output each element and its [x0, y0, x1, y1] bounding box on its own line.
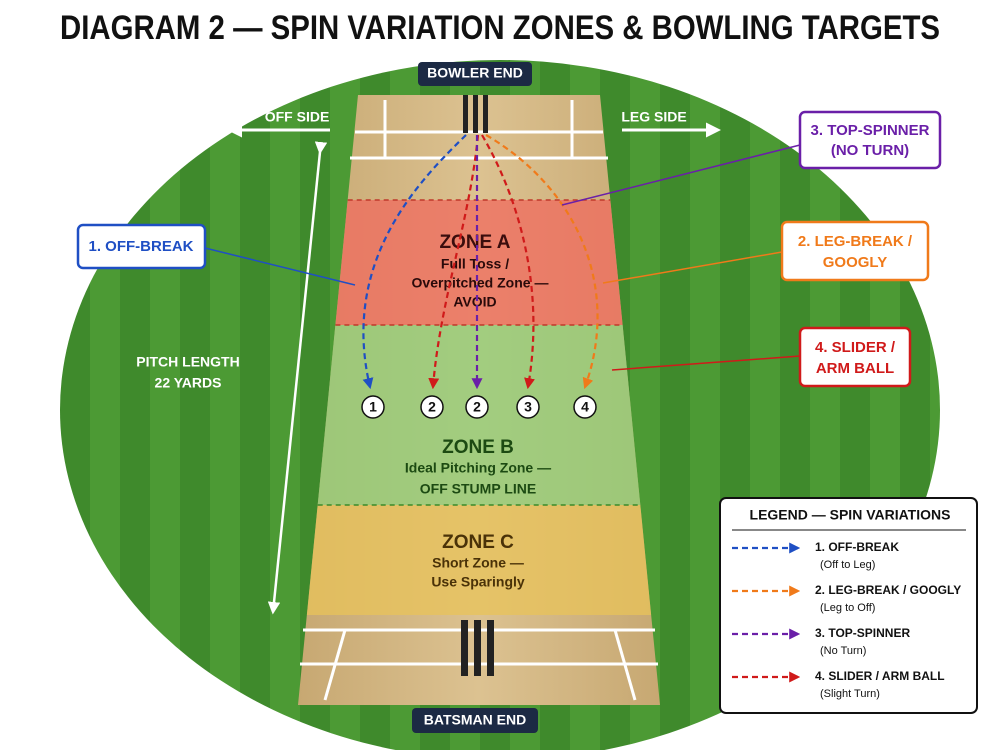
legend-sub: (Slight Turn) [820, 688, 880, 700]
stump [461, 620, 468, 676]
zone-text: Short Zone — [432, 555, 524, 571]
callout-box [798, 110, 942, 170]
crease [323, 629, 347, 701]
target-marker [573, 395, 597, 419]
callout-text: 3. TOP-SPINNER [811, 122, 930, 139]
legend-name: 4. SLIDER / ARM BALL [815, 669, 945, 683]
leg-break-path [485, 134, 599, 390]
zone-text: Full Toss / [441, 256, 509, 272]
callout-line [602, 251, 783, 284]
target-marker [420, 395, 444, 419]
target-label: 4 [581, 399, 589, 415]
callout-line [611, 355, 801, 371]
stump [474, 620, 481, 676]
title: DIAGRAM 2 — SPIN VARIATION ZONES & BOWLI… [60, 9, 940, 47]
zone-text: Use Sparingly [431, 574, 525, 590]
legend-name: 3. TOP-SPINNER [815, 626, 910, 640]
callout-text: ARM BALL [816, 360, 894, 377]
zone-text: OFF STUMP LINE [420, 481, 536, 497]
legend-sub: (No Turn) [820, 645, 866, 657]
crease [613, 629, 637, 701]
batsman-end-box [412, 708, 538, 733]
callout-line [561, 144, 801, 206]
zone-title: ZONE B [442, 437, 514, 458]
legend-box [719, 497, 978, 714]
target-label: 3 [524, 399, 532, 415]
legend-sub: (Off to Leg) [820, 559, 875, 571]
callout-text: (NO TURN) [831, 142, 909, 159]
callout-box [76, 223, 207, 270]
callout-line [204, 247, 356, 286]
legend-sub: (Leg to Off) [820, 602, 875, 614]
target-label: 2 [473, 399, 481, 415]
stump [487, 620, 494, 676]
leg-side: LEG SIDE [621, 109, 686, 125]
callout-text: GOOGLY [823, 254, 887, 271]
target-marker [361, 395, 385, 419]
off-side: OFF SIDE [265, 109, 330, 125]
slider-path [428, 134, 480, 390]
target-marker [465, 395, 489, 419]
zone-c-area [306, 505, 652, 615]
callout-box [780, 220, 930, 282]
zone-text: Ideal Pitching Zone — [405, 460, 551, 476]
callout-text: 4. SLIDER / [815, 339, 896, 356]
bowler-end: BOWLER END [427, 65, 523, 81]
bowler-end-box [418, 62, 532, 86]
legend-name: 1. OFF-BREAK [815, 540, 899, 554]
target-marker [516, 395, 540, 419]
target-label: 2 [428, 399, 436, 415]
pitch-length: PITCH LENGTH [136, 354, 239, 370]
legend-title: LEGEND — SPIN VARIATIONS [750, 507, 951, 523]
callout-text: 1. OFF-BREAK [89, 238, 194, 255]
legend-name: 2. LEG-BREAK / GOOGLY [815, 583, 961, 597]
zone-title: ZONE A [439, 232, 510, 253]
zone-a-area [335, 200, 623, 325]
batsman-end: BATSMAN END [424, 712, 526, 728]
stump [473, 95, 478, 133]
target-label: 1 [369, 399, 377, 415]
length-arrow [267, 141, 328, 615]
callout-box [798, 326, 912, 388]
slider-path [481, 134, 535, 390]
stump [463, 95, 468, 133]
callout-text: 2. LEG-BREAK / [798, 233, 913, 250]
zone-text: AVOID [453, 294, 496, 310]
off-break-path [362, 134, 467, 390]
zone-title: ZONE C [442, 532, 514, 553]
pitch-length: 22 YARDS [155, 375, 222, 391]
stump [483, 95, 488, 133]
zone-text: Overpitched Zone — [412, 275, 549, 291]
